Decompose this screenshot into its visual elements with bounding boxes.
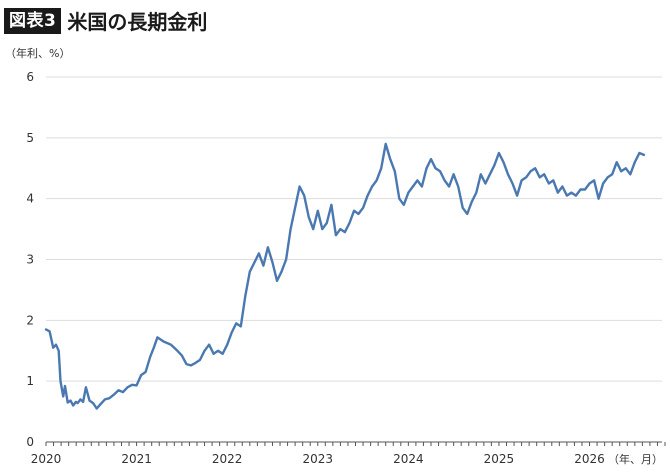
y-tick-label: 4: [26, 192, 34, 206]
chart-header: 図表3 米国の長期金利: [4, 6, 207, 35]
x-tick-label: 2024: [393, 452, 424, 466]
x-tick-label: 2022: [212, 452, 243, 466]
yield-series-line: [44, 142, 646, 410]
chart-title: 米国の長期金利: [67, 10, 208, 34]
y-tick-label: 2: [26, 313, 34, 327]
x-tick-label: 2021: [121, 452, 152, 466]
x-axis-unit-label: （年、月）: [608, 452, 663, 466]
y-tick-label: 0: [26, 435, 34, 449]
y-tick-label: 3: [26, 253, 34, 267]
figure-badge: 図表3: [4, 7, 62, 34]
y-tick-label: 5: [26, 131, 34, 145]
y-tick-label: 6: [26, 70, 34, 84]
x-tick-label: 2026: [574, 452, 605, 466]
x-tick-label: 2020: [31, 452, 62, 466]
x-tick-label: 2025: [484, 452, 515, 466]
y-tick-label: 1: [26, 374, 34, 388]
y-axis-unit-label: （年利、%）: [5, 47, 71, 60]
x-tick-label: 2023: [302, 452, 333, 466]
